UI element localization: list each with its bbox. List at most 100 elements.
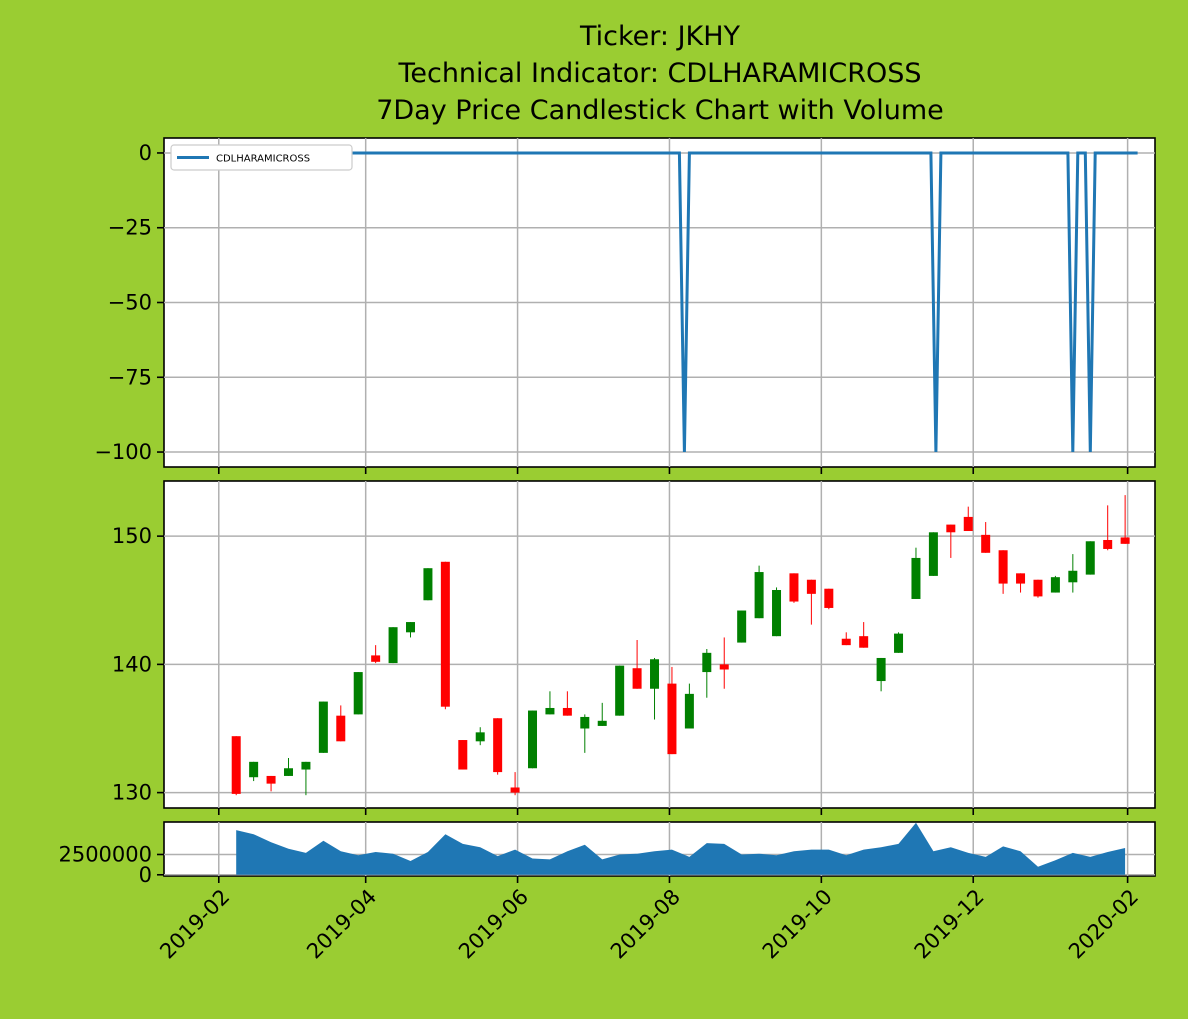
candle-body bbox=[580, 716, 590, 729]
candle bbox=[266, 775, 276, 792]
chart-title-line-2: Technical Indicator: CDLHARAMICROSS bbox=[397, 58, 921, 89]
candle-body bbox=[754, 572, 764, 619]
candle-body bbox=[859, 636, 869, 648]
indicator-line bbox=[226, 151, 1138, 453]
candle bbox=[1103, 505, 1113, 551]
indicator-y-tick-label: −25 bbox=[108, 216, 152, 240]
candle bbox=[1016, 573, 1026, 593]
candle-body bbox=[528, 710, 538, 769]
candle-body bbox=[702, 652, 712, 673]
candle bbox=[283, 757, 293, 776]
candle bbox=[423, 568, 433, 601]
candle bbox=[597, 702, 607, 726]
candle-body bbox=[1016, 573, 1026, 584]
candle bbox=[336, 705, 346, 742]
candle bbox=[510, 772, 520, 796]
price-y-tick-label: 140 bbox=[112, 652, 152, 676]
candle-body bbox=[719, 664, 729, 670]
candle bbox=[249, 761, 259, 782]
candle bbox=[998, 550, 1008, 594]
candle-body bbox=[440, 561, 450, 707]
candle-body bbox=[667, 683, 677, 755]
candle bbox=[789, 573, 799, 603]
candle bbox=[911, 547, 921, 599]
candle-body bbox=[562, 707, 572, 716]
candle-body bbox=[841, 638, 851, 646]
candle bbox=[981, 522, 991, 553]
candle-body bbox=[371, 655, 381, 662]
candle bbox=[388, 627, 398, 664]
candle bbox=[318, 701, 328, 753]
candle bbox=[754, 565, 764, 619]
candle-body bbox=[928, 532, 938, 576]
candle-body bbox=[458, 740, 468, 770]
x-tick-label: 2019-12 bbox=[910, 885, 989, 964]
candle bbox=[1085, 541, 1095, 575]
candle bbox=[650, 657, 660, 720]
candle-body bbox=[615, 665, 625, 716]
price-frame bbox=[163, 480, 1156, 809]
candle bbox=[231, 736, 241, 796]
candle bbox=[894, 632, 904, 653]
candle bbox=[928, 532, 938, 576]
candle bbox=[615, 665, 625, 716]
candle-body bbox=[737, 610, 747, 643]
candle bbox=[737, 610, 747, 643]
candle-body bbox=[231, 736, 241, 794]
candle-body bbox=[946, 524, 956, 533]
candle-body bbox=[1050, 577, 1060, 593]
candle bbox=[371, 645, 381, 664]
candle bbox=[406, 622, 416, 638]
candle bbox=[528, 710, 538, 769]
x-tick-label: 2019-10 bbox=[758, 885, 837, 964]
x-tick-label: 2019-08 bbox=[606, 885, 685, 964]
legend-label: CDLHARAMICROSS bbox=[216, 154, 310, 165]
price-y-tick-label: 130 bbox=[112, 781, 152, 805]
candle bbox=[859, 622, 869, 648]
candle bbox=[632, 640, 642, 689]
candle-body bbox=[493, 718, 503, 773]
candle bbox=[475, 727, 485, 746]
candle-body bbox=[632, 668, 642, 689]
candle bbox=[493, 718, 503, 775]
candle bbox=[824, 588, 834, 610]
candle bbox=[301, 761, 311, 796]
candle-body bbox=[981, 534, 991, 553]
x-tick-label: 2020-02 bbox=[1064, 885, 1143, 964]
candle-body bbox=[1033, 579, 1043, 597]
candle-body bbox=[1120, 537, 1130, 544]
x-axis: 2019-02 2019-04 2019-06 2019-08 2019-10 2019-… bbox=[155, 876, 1143, 964]
candle-body bbox=[1103, 539, 1113, 549]
indicator-panel: 0 −25 −50 −75 −100 CDLHARAMICROSS bbox=[94, 137, 1156, 474]
candle bbox=[1068, 554, 1078, 593]
candle bbox=[1120, 495, 1130, 544]
x-tick-label: 2019-04 bbox=[302, 885, 381, 964]
candle-body bbox=[772, 590, 782, 637]
candle-body bbox=[911, 557, 921, 599]
candle-body bbox=[998, 550, 1008, 584]
candle-body bbox=[406, 622, 416, 633]
legend-box bbox=[170, 144, 353, 171]
candle bbox=[876, 657, 886, 692]
candle-body bbox=[597, 720, 607, 726]
candle-body bbox=[283, 768, 293, 776]
candle bbox=[963, 506, 973, 532]
candle bbox=[440, 561, 450, 710]
candle bbox=[772, 587, 782, 637]
price-y-tick-label: 150 bbox=[112, 524, 152, 548]
candle-body bbox=[789, 573, 799, 602]
candle-body bbox=[650, 659, 660, 689]
candle-body bbox=[336, 715, 346, 742]
candle bbox=[562, 691, 572, 716]
indicator-grid bbox=[164, 138, 1155, 467]
candle-body bbox=[1085, 541, 1095, 575]
legend: CDLHARAMICROSS bbox=[170, 144, 353, 171]
indicator-y-tick-label: 0 bbox=[139, 141, 152, 165]
volume-y-tick-label: 2500000 bbox=[58, 842, 152, 866]
candle-body bbox=[388, 627, 398, 664]
candle bbox=[1033, 579, 1043, 598]
candle-body bbox=[1068, 570, 1078, 583]
indicator-y-tick-label: −75 bbox=[108, 365, 152, 389]
